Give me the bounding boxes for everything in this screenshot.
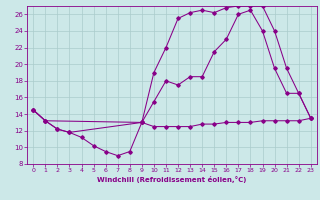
X-axis label: Windchill (Refroidissement éolien,°C): Windchill (Refroidissement éolien,°C) <box>97 176 247 183</box>
